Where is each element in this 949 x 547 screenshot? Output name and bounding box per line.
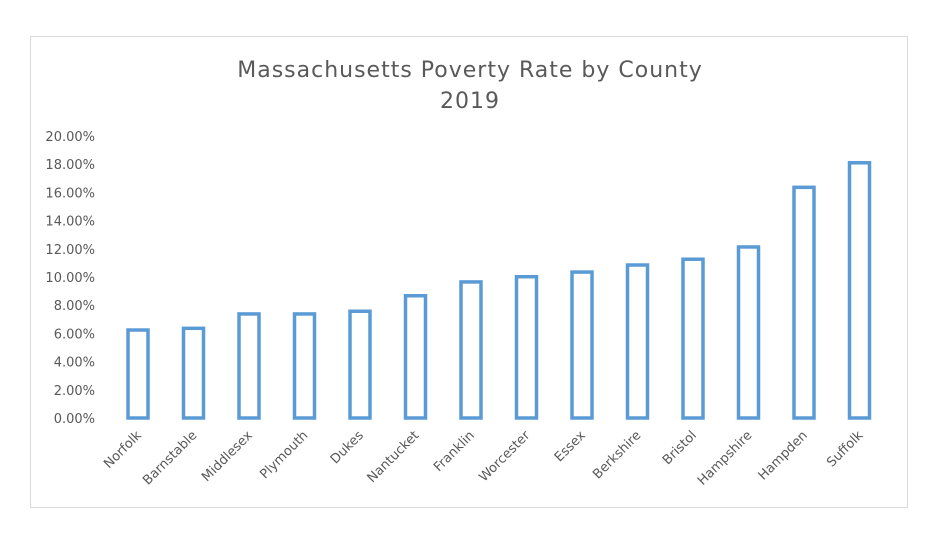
x-category-label: Barnstable [140, 428, 200, 488]
x-category-label: Plymouth [257, 428, 311, 482]
x-category-label: Franklin [431, 428, 478, 475]
bar-norfolk [126, 328, 150, 420]
bar-essex [570, 270, 594, 420]
bar-bristol [681, 257, 705, 420]
bar-worcester [514, 274, 539, 420]
y-tick-label: 8.00% [54, 299, 95, 314]
y-tick-label: 4.00% [54, 356, 95, 371]
x-category-label: Berkshire [590, 428, 644, 482]
x-category-label: Dukes [328, 428, 367, 467]
bar-plymouth [292, 312, 317, 420]
x-category-label: Nantucket [365, 428, 423, 486]
bar-hampden [792, 185, 816, 420]
x-category-label: Hampshire [695, 428, 755, 488]
bar-dukes [348, 309, 372, 420]
bar-suffolk [847, 161, 872, 420]
y-tick-label: 0.00% [54, 412, 95, 427]
x-category-label: Suffolk [824, 428, 866, 470]
y-tick-label: 20.00% [45, 130, 95, 145]
chart-frame [30, 36, 908, 508]
bar-middlesex [237, 312, 261, 420]
y-tick-label: 6.00% [54, 327, 95, 342]
y-tick-label: 2.00% [54, 384, 95, 399]
x-category-label: Essex [552, 428, 589, 465]
x-category-label: Bristol [660, 428, 700, 468]
chart-title: Massachusetts Poverty Rate by County [237, 58, 703, 83]
x-category-label: Middlesex [199, 428, 256, 485]
y-tick-label: 16.00% [45, 186, 95, 201]
y-tick-label: 12.00% [45, 243, 95, 258]
bar-berkshire [625, 263, 650, 420]
y-tick-label: 14.00% [45, 215, 95, 230]
bar-hampshire [736, 245, 761, 420]
y-tick-label: 10.00% [45, 271, 95, 286]
chart-subtitle: 2019 [440, 89, 500, 114]
x-category-label: Norfolk [101, 428, 145, 472]
x-category-label: Worcester [476, 428, 533, 485]
y-tick-label: 18.00% [45, 158, 95, 173]
bar-barnstable [181, 326, 206, 420]
x-category-label: Hampden [756, 428, 811, 483]
bar-franklin [459, 280, 483, 420]
bar-nantucket [403, 294, 428, 420]
